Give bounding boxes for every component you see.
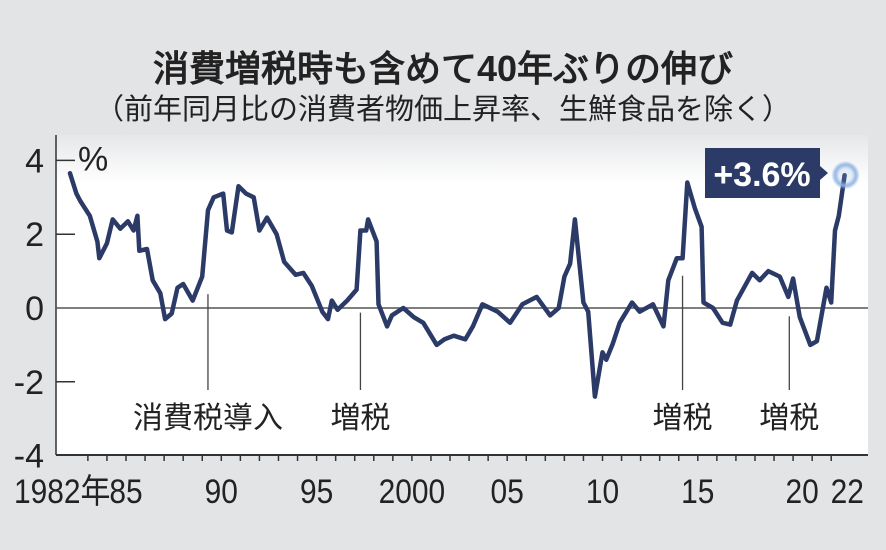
annotation-label: 増税 — [653, 402, 713, 435]
annotation-label: 消費税導入 — [133, 402, 283, 435]
annotation-label: 増税 — [330, 402, 390, 435]
x-tick-label: 90 — [205, 472, 238, 510]
y-tick-label: 2 — [25, 216, 44, 254]
x-tick-label: 85 — [109, 472, 142, 510]
latest-value-callout: +3.6% — [705, 148, 860, 198]
annotation-label: 増税 — [759, 402, 819, 435]
y-tick-label: 4 — [25, 142, 44, 180]
x-tick-label: 1982年 — [14, 472, 110, 510]
x-tick-label: 22 — [831, 472, 864, 510]
x-tick-label: 05 — [491, 472, 524, 510]
y-tick-label: -2 — [14, 364, 44, 402]
x-tick-label: 15 — [681, 472, 714, 510]
callout-label: +3.6% — [713, 156, 810, 194]
y-tick-label: -4 — [14, 438, 44, 476]
chart-title: 消費増税時も含めて40年ぶりの伸び — [152, 48, 734, 89]
callout-box — [705, 148, 820, 198]
y-axis: 4 2 0 -2 -4% — [14, 135, 868, 476]
x-tick-label: 20 — [785, 472, 818, 510]
x-tick-label: 95 — [300, 472, 333, 510]
annotations: 消費税導入 増税 増税 増税 — [133, 275, 819, 435]
chart-subtitle: （前年同月比の消費者物価上昇率、生鮮食品を除く） — [94, 94, 791, 126]
x-tick-label: 2000 — [379, 472, 446, 510]
x-tick-label: 10 — [586, 472, 619, 510]
y-tick-label: 0 — [25, 290, 44, 328]
y-unit-label: % — [78, 140, 108, 178]
cpi-series-line — [67, 171, 847, 399]
latest-point-highlight — [831, 161, 860, 190]
callout-pointer — [820, 166, 828, 180]
